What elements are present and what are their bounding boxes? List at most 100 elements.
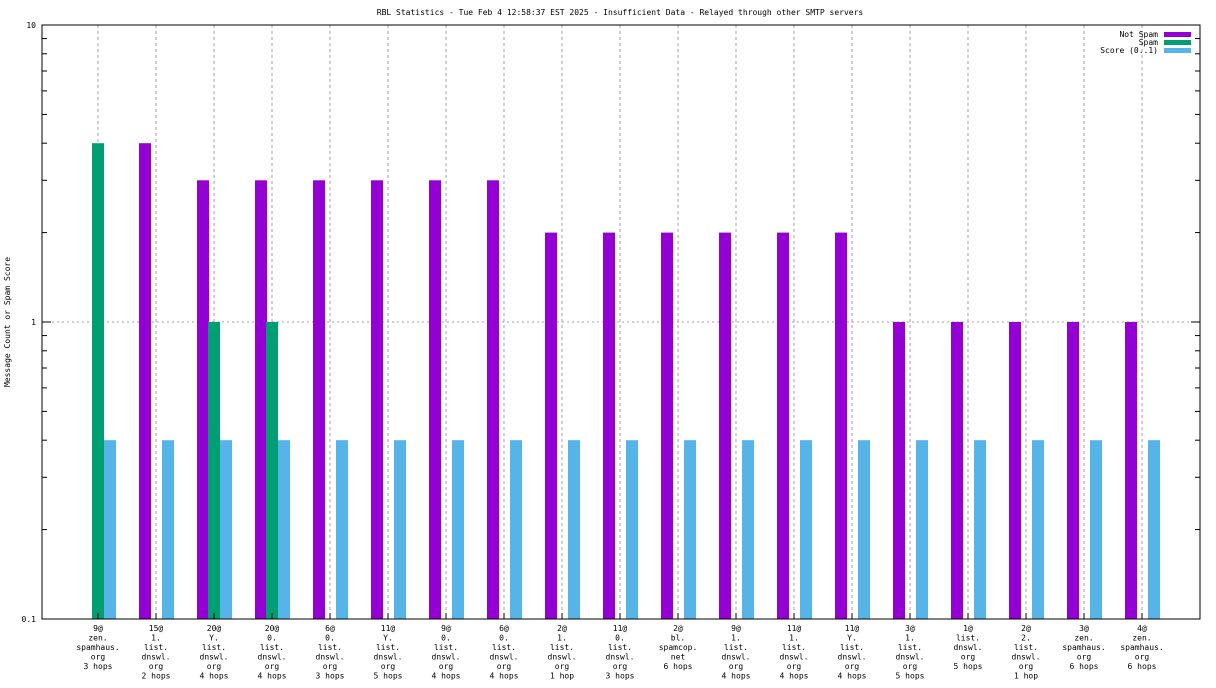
x-tick-label-line: list.: [318, 643, 342, 652]
bar-score: [1032, 440, 1044, 619]
x-tick-label-line: 5 hops: [896, 672, 925, 681]
bar-not-spam: [835, 232, 847, 619]
bar-score: [452, 440, 464, 619]
x-tick-label-line: org: [903, 662, 918, 671]
x-tick-label-line: org: [961, 653, 976, 662]
x-tick-label: 2@ bl. spamcop. net 6 hops: [659, 624, 698, 671]
x-tick-label-line: org: [729, 662, 744, 671]
x-tick-label-line: zen.: [1132, 634, 1151, 643]
x-tick-label-line: 4 hops: [432, 672, 461, 681]
bar-not-spam: [429, 180, 441, 619]
y-axis-label: Message Count or Spam Score: [3, 257, 12, 387]
x-tick-label-line: list.: [492, 643, 516, 652]
bar-score: [510, 440, 522, 619]
x-tick-label: 20@ 0. list. dnswl. org 4 hops: [258, 624, 287, 681]
x-tick-label-line: 1.: [557, 634, 567, 643]
x-tick-label-line: list.: [724, 643, 748, 652]
bar-not-spam: [1067, 322, 1079, 619]
x-tick-label-line: org: [439, 662, 454, 671]
x-tick-label-line: 11@: [613, 624, 628, 633]
x-tick-label-line: list.: [1014, 643, 1038, 652]
x-tick-label-line: org: [1135, 653, 1150, 662]
bar-spam: [266, 322, 278, 619]
x-tick-label: 15@ 1. list. dnswl. org 2 hops: [142, 624, 171, 681]
plot-border: [41, 24, 1201, 620]
x-tick-label-line: org: [91, 653, 106, 662]
x-tick-label-line: 0.: [441, 634, 451, 643]
x-tick-label-line: list.: [608, 643, 632, 652]
bar-score: [800, 440, 812, 619]
x-tick-label-line: dnswl.: [200, 653, 229, 662]
x-tick-label-line: org: [1019, 662, 1034, 671]
x-tick-label-line: org: [787, 662, 802, 671]
x-tick-label: 1@ list. dnswl. org 5 hops: [954, 624, 983, 671]
bar-not-spam: [661, 232, 673, 619]
x-tick-label-line: dnswl.: [896, 653, 925, 662]
x-tick-label-line: 3@: [1079, 624, 1089, 633]
x-tick-label-line: list.: [434, 643, 458, 652]
x-tick-label-line: 3 hops: [316, 672, 345, 681]
bar-not-spam: [545, 232, 557, 619]
x-tick-label: 2@ 1. list. dnswl. org 1 hop: [548, 624, 577, 681]
y-tick-label: 10: [26, 21, 36, 30]
x-tick-label-line: dnswl.: [606, 653, 635, 662]
x-tick-label-line: org: [265, 662, 280, 671]
x-tick-label-line: dnswl.: [722, 653, 751, 662]
x-tick-label-line: 1.: [731, 634, 741, 643]
x-tick-label-line: dnswl.: [316, 653, 345, 662]
x-tick-label: 11@ Y. list. dnswl. org 5 hops: [374, 624, 403, 681]
x-tick-label-line: dnswl.: [374, 653, 403, 662]
x-tick-label-line: spamhaus.: [1062, 643, 1105, 652]
x-tick-label-line: 2 hops: [142, 672, 171, 681]
x-tick-label-line: 6@: [325, 624, 335, 633]
x-tick-label-line: dnswl.: [142, 653, 171, 662]
x-tick-label-line: dnswl.: [258, 653, 287, 662]
bar-not-spam: [139, 143, 151, 620]
x-tick-label-line: 1.: [151, 634, 161, 643]
bar-score: [1148, 440, 1160, 619]
x-tick-label-line: dnswl.: [954, 643, 983, 652]
x-tick-label-line: dnswl.: [432, 653, 461, 662]
bar-not-spam: [371, 180, 383, 619]
x-tick-label-line: net: [671, 653, 686, 662]
legend-label: Not Spam: [1119, 30, 1158, 39]
x-tick-label-line: 4 hops: [780, 672, 809, 681]
x-tick-label-line: 5 hops: [374, 672, 403, 681]
x-tick-label-line: list.: [840, 643, 864, 652]
x-tick-label-line: org: [381, 662, 396, 671]
x-tick-label-line: org: [845, 662, 860, 671]
bar-score: [626, 440, 638, 619]
x-tick-label-line: 1 hop: [550, 672, 574, 681]
x-tick-label-line: 9@: [93, 624, 103, 633]
x-tick-label-line: Y.: [383, 634, 393, 643]
bar-not-spam: [893, 322, 905, 619]
x-tick-label-line: 11@: [381, 624, 396, 633]
x-tick-label-line: bl.: [671, 634, 685, 643]
x-tick-label: 3@ zen. spamhaus. org 6 hops: [1062, 624, 1105, 671]
x-tick-label-line: dnswl.: [548, 653, 577, 662]
x-tick-label-line: dnswl.: [838, 653, 867, 662]
x-tick-label: 3@ 1. list. dnswl. org 5 hops: [896, 624, 925, 681]
x-tick-label-line: list.: [376, 643, 400, 652]
bar-not-spam: [1009, 322, 1021, 619]
x-tick-label-line: 11@: [787, 624, 802, 633]
x-tick-label: 2@ 2. list. dnswl. org 1 hop: [1012, 624, 1041, 681]
legend-swatch: [1164, 48, 1191, 53]
bar-spam: [92, 143, 104, 620]
x-tick-label-line: 3 hops: [84, 662, 113, 671]
x-tick-label-line: Y.: [209, 634, 219, 643]
x-tick-label-line: 3 hops: [606, 672, 635, 681]
y-tick-label: 1: [31, 318, 36, 327]
bar-score: [336, 440, 348, 619]
x-tick-label-line: 6@: [499, 624, 509, 633]
x-tick-label-line: 0.: [615, 634, 625, 643]
x-tick-label-line: list.: [550, 643, 574, 652]
x-tick-label: 20@ Y. list. dnswl. org 4 hops: [200, 624, 229, 681]
x-tick-label-line: spamhaus.: [76, 643, 119, 652]
x-tick-label-line: 0.: [325, 634, 335, 643]
x-tick-label-line: 4 hops: [200, 672, 229, 681]
bar-score: [162, 440, 174, 619]
x-tick-label-line: 1@: [963, 624, 973, 633]
legend-label: Spam: [1139, 38, 1158, 47]
